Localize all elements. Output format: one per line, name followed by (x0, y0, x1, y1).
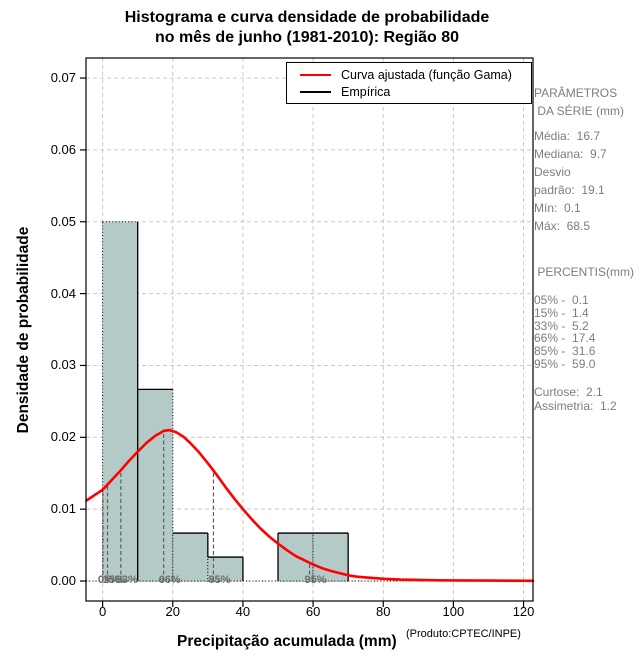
panel-moment-line: Curtose: 2.1 (534, 385, 603, 399)
y-tick-label: 0.04 (50, 285, 76, 301)
panel-percentil-line: 05% - 0.1 (534, 293, 589, 307)
y-tick-label: 0.06 (50, 141, 76, 157)
gamma-curve (85, 428, 535, 583)
plot-border (85, 57, 534, 602)
percentis-header: PERCENTIS(mm) (534, 265, 640, 280)
percentile-label: 85% (208, 574, 231, 586)
panel-header-line: PARÂMETROS (534, 86, 618, 100)
panel-param-line: Mín: 0.1 (534, 201, 581, 215)
legend-label-gamma: Curva ajustada (função Gama) (341, 67, 512, 82)
panel-param-line: Mediana: 9.7 (534, 147, 607, 161)
x-tick-label: 100 (442, 604, 465, 619)
panel-header-line: DA SÉRIE (mm) (534, 104, 625, 118)
y-tick-label: 0.00 (50, 573, 76, 588)
x-tick-label: 20 (165, 604, 180, 619)
panel-percentil-line: 66% - 17.4 (534, 331, 596, 346)
panel-percentil-line: 85% - 31.6 (534, 344, 596, 359)
legend-line-black-icon (300, 90, 331, 93)
x-tick-label: 0 (98, 604, 107, 619)
moments-values: Curtose: 2.1 Assimetria: 1.2 (534, 385, 640, 413)
x-tick-label: 40 (235, 604, 251, 619)
y-tick-label: 0.07 (50, 70, 76, 86)
panel-param-line: Média: 16.7 (534, 129, 601, 143)
legend: Curva ajustada (função Gama) Empírica (286, 62, 532, 104)
panel-percentil-line: 33% - 5.2 (534, 318, 589, 333)
panel-percentil-line: 15% - 1.4 (534, 305, 589, 320)
y-axis-title: Densidade de probabilidade (15, 226, 32, 434)
histogram-bar (137, 388, 174, 582)
panel-param-line: Máx: 68.5 (534, 219, 591, 233)
y-tick-label: 0.01 (50, 501, 76, 517)
percentile-label: 33% (115, 574, 138, 586)
x-tick-label: 60 (305, 604, 321, 619)
chart-title-line2: no mês de junho (1981-2010): Região 80 (154, 29, 460, 46)
panel-percentis-header: PERCENTIS(mm) (534, 265, 634, 279)
x-tick-label: 120 (512, 604, 535, 619)
y-tick-label: 0.05 (50, 213, 76, 229)
series-params-header: PARÂMETROS DA SÉRIE (mm) (534, 84, 640, 120)
chart-title-line1: Histograma e curva densidade de probabil… (124, 9, 490, 26)
percentis-values: 05% - 0.1 15% - 1.4 33% - 5.2 66% - 17.4 85%… (534, 294, 640, 371)
legend-line-red-icon (300, 73, 331, 76)
y-tick-label: 0.03 (50, 357, 76, 373)
panel-percentil-line: 95% - 59.0 (534, 356, 596, 371)
percentile-label: 66% (158, 574, 181, 586)
y-tick-label: 0.02 (50, 429, 76, 445)
series-params-values: Média: 16.7 Mediana: 9.7 Desvio padrão: 19.… (534, 127, 640, 235)
histogram-bar (172, 532, 209, 582)
percentile-label: 15% (102, 574, 125, 586)
percentile-label: 95% (304, 574, 327, 586)
histogram-bar (207, 556, 244, 582)
panel-moment-line: Assimetria: 1.2 (534, 398, 617, 413)
panel-param-line: Desvio (534, 165, 571, 179)
x-axis-title: Precipitação acumulada (mm) (177, 633, 397, 650)
legend-item-gamma: Curva ajustada (função Gama) (287, 66, 531, 83)
panel-param-line: padrão: 19.1 (534, 183, 605, 197)
legend-item-empirical: Empírica (287, 83, 531, 100)
x-tick-label: 80 (376, 604, 391, 619)
x-axis-source-note: (Produto:CPTEC/INPE) (406, 628, 521, 640)
legend-label-empirical: Empírica (341, 84, 391, 99)
percentile-label: 05% (97, 574, 120, 586)
chart-title: Histograma e curva densidade de probabil… (0, 8, 614, 48)
